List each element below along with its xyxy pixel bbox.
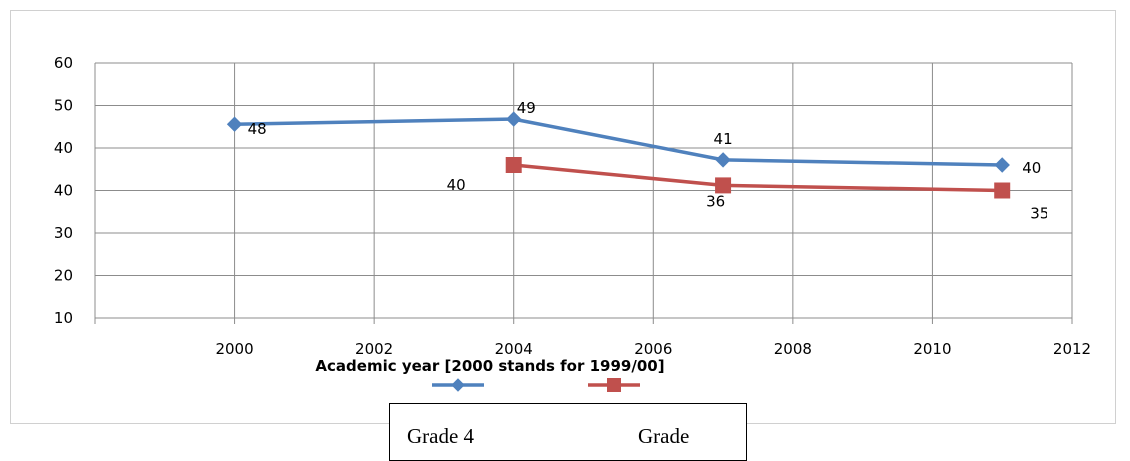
y-tick-label: 50 — [54, 97, 73, 115]
legend-label-grade-4: Grade 4 — [407, 424, 475, 448]
legend-marker-grade-4 — [451, 378, 465, 392]
legend-marker-grade — [607, 378, 621, 392]
legend-box: Grade 4 Grade — [389, 403, 747, 461]
series-line-grade — [513, 163, 1003, 193]
data-label-grade-4: 40 — [1022, 159, 1041, 177]
data-point-grade-4 — [226, 116, 243, 132]
x-tick-label: 2000 — [215, 340, 253, 358]
data-label-grade: 35 — [1030, 205, 1049, 223]
axes — [94, 63, 1073, 324]
x-axis-title: Academic year [2000 stands for 1999/00] — [315, 357, 664, 375]
data-label-grade-4: 48 — [248, 120, 267, 138]
x-tick-label: 2008 — [774, 340, 812, 358]
data-label-grade-4: 49 — [517, 99, 536, 117]
y-tick-label: 40 — [54, 182, 73, 200]
data-point-grade — [715, 177, 732, 194]
x-tick-labels: 2000 2002 2004 2006 2008 2010 2012 — [215, 340, 1091, 358]
data-label-grade-4: 41 — [714, 130, 733, 148]
x-tick-label: 2002 — [355, 340, 393, 358]
data-label-grade: 40 — [447, 176, 466, 194]
y-tick-labels: 10 20 30 40 40 50 60 — [54, 54, 73, 327]
x-tick-label: 2004 — [495, 340, 533, 358]
y-tick-label: 30 — [54, 224, 73, 242]
data-point-grade-4 — [506, 111, 522, 127]
x-tick-label: 2006 — [634, 340, 672, 358]
y-tick-label: 40 — [54, 139, 73, 157]
chart-frame — [10, 10, 1116, 424]
legend-markers — [432, 378, 640, 392]
x-tick-label: 2010 — [913, 340, 951, 358]
data-labels: 48 49 41 40 40 36 35 — [248, 99, 1049, 223]
y-tick-label: 10 — [54, 309, 73, 327]
series-line-grade-4 — [234, 117, 1003, 167]
y-tick-label: 60 — [54, 54, 73, 72]
data-point-grade — [505, 157, 522, 173]
series-group — [226, 111, 1011, 199]
data-point-grade-4 — [994, 157, 1010, 173]
y-tick-label: 20 — [54, 267, 73, 285]
legend-label-grade: Grade — [638, 424, 690, 448]
data-point-grade-4 — [715, 152, 731, 168]
data-point-grade — [994, 182, 1011, 199]
data-label-grade: 36 — [706, 192, 725, 210]
x-tick-label: 2012 — [1053, 340, 1091, 358]
